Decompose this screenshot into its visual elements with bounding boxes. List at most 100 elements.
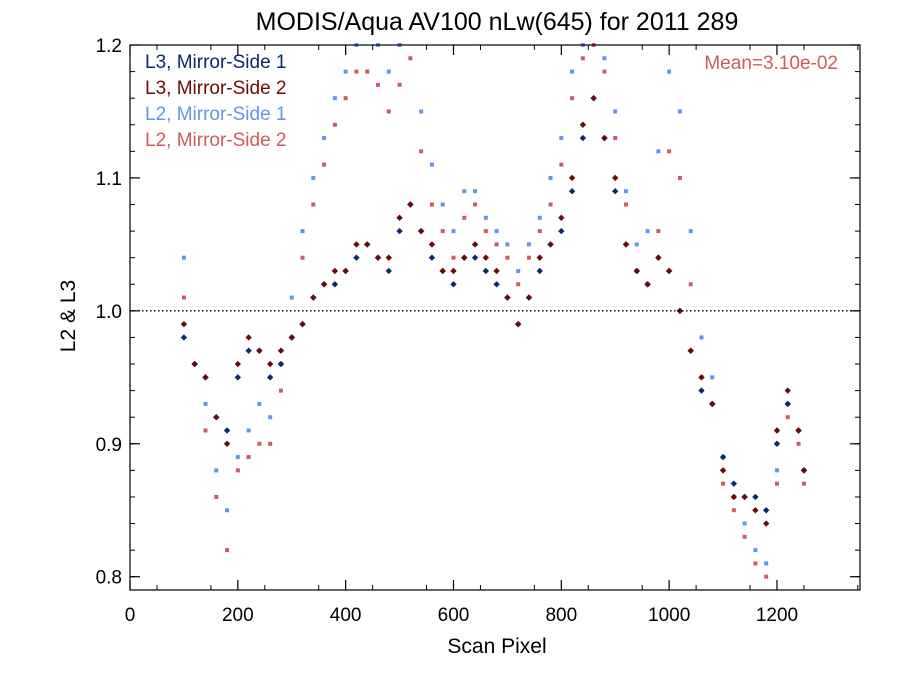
scatter-point [784, 400, 791, 408]
scatter-point [482, 267, 490, 275]
scatter-point [257, 441, 262, 446]
scatter-point [310, 294, 317, 301]
scatter-point [796, 441, 801, 446]
scatter-point [784, 387, 791, 394]
scatter-point [753, 561, 758, 566]
scatter-point [331, 281, 339, 288]
plot-frame [129, 44, 861, 591]
scatter-point [504, 294, 511, 301]
scatter-point [440, 229, 445, 234]
scatter-point [721, 481, 726, 486]
scatter-point [590, 94, 597, 102]
scatter-point [300, 255, 305, 260]
scatter-point [343, 96, 348, 101]
scatter-point [386, 109, 391, 114]
scatter-point [795, 427, 802, 434]
scatter-point [624, 189, 629, 194]
scatter-point [483, 215, 488, 220]
scatter-point [471, 254, 479, 261]
scatter-point [801, 481, 806, 486]
scatter-point [655, 254, 662, 261]
x-tick-label: 400 [330, 605, 362, 626]
scatter-point [245, 334, 252, 341]
scatter-point [516, 268, 521, 273]
scatter-point [773, 440, 781, 447]
scatter-point [774, 481, 779, 486]
scatter-point [742, 521, 747, 526]
scatter-point [570, 69, 575, 74]
scatter-point [266, 374, 274, 381]
scatter-point [277, 360, 285, 368]
scatter-point [376, 82, 381, 87]
scatter-point [742, 534, 747, 539]
scatter-point [559, 136, 564, 141]
scatter-point [558, 227, 565, 235]
scatter-point [752, 493, 759, 501]
scatter-point [547, 241, 554, 248]
y-tick-label: 0.9 [96, 435, 122, 456]
scatter-point [332, 96, 337, 101]
legend-entry: L3, Mirror-Side 2 [145, 78, 287, 99]
scatter-point [644, 281, 651, 288]
scatter-point [634, 242, 639, 247]
scatter-point [774, 468, 779, 473]
scatter-point [428, 241, 436, 248]
scatter-point [365, 69, 370, 74]
scatter-point [719, 453, 727, 461]
scatter-point [451, 255, 456, 260]
scatter-point [417, 227, 425, 235]
scatter-point [536, 267, 543, 275]
scatter-point [698, 387, 705, 394]
scatter-point [202, 374, 209, 381]
scatter-point [322, 162, 327, 167]
scatter-point [213, 413, 220, 421]
x-tick-label: 600 [438, 605, 470, 626]
scatter-point [235, 455, 240, 460]
scatter-point [719, 467, 727, 474]
scatter-point [320, 281, 328, 288]
y-axis-label: L2 & L3 [57, 280, 80, 352]
scatter-point [245, 347, 252, 354]
scatter-point [526, 255, 531, 260]
scatter-point [277, 347, 285, 354]
scatter-point [548, 202, 553, 207]
scatter-point [440, 202, 445, 207]
scatter-point [354, 69, 359, 74]
scatter-point [536, 254, 543, 261]
scatter-point [343, 69, 348, 74]
x-tick-label: 0 [125, 605, 136, 626]
scatter-point [525, 294, 533, 301]
x-tick-label: 1000 [648, 605, 690, 626]
scatter-point [514, 320, 522, 328]
scatter-point [570, 96, 575, 101]
scatter-point [439, 267, 446, 275]
scatter-point [288, 334, 295, 341]
x-axis-label: Scan Pixel [447, 635, 546, 658]
scatter-point [300, 229, 305, 234]
scatter-point [698, 374, 705, 381]
scatter-point [311, 175, 316, 180]
scatter-point [482, 254, 490, 261]
scatter-point [548, 175, 553, 180]
scatter-point [180, 320, 188, 328]
scatter-point [602, 69, 607, 74]
scatter-point [342, 267, 349, 275]
x-tick-label: 1200 [756, 605, 798, 626]
legend: L3, Mirror-Side 1 L3, Mirror-Side 2 L2, Mi… [145, 52, 287, 151]
scatter-point [752, 507, 759, 514]
chart-title: MODIS/Aqua AV100 nLw(645) for 2011 289 [256, 8, 739, 36]
y-tick-label: 0.8 [96, 568, 122, 589]
scatter-point [385, 254, 392, 261]
scatter-point [364, 241, 371, 248]
scatter-point [397, 82, 402, 87]
scatter-point [764, 561, 769, 566]
scatter-point [580, 56, 585, 61]
scatter-point [234, 374, 242, 381]
scatter-point [473, 202, 478, 207]
scatter-point [494, 242, 499, 247]
scatter-point [450, 281, 457, 288]
scatter-point [493, 281, 500, 288]
scatter-point [181, 295, 186, 300]
scatter-point [429, 162, 434, 167]
scatter-point [568, 188, 576, 195]
